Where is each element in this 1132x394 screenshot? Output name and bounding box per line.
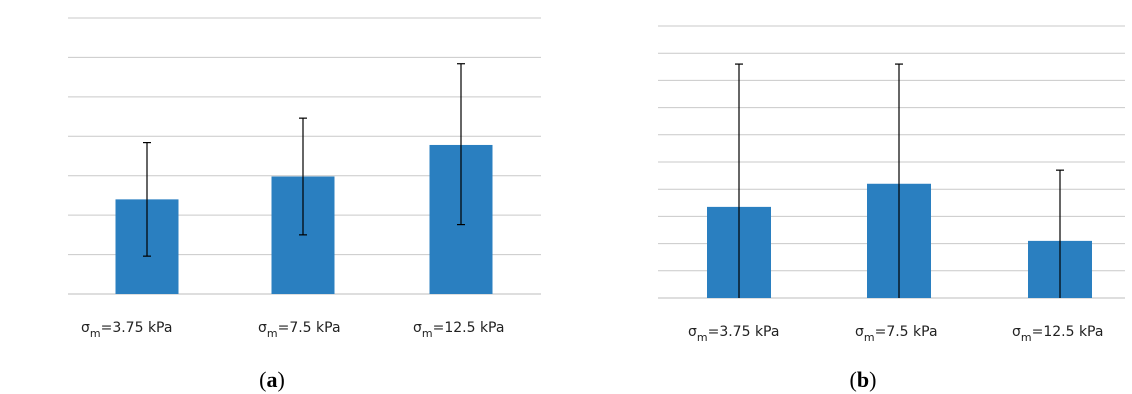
chart-panel-b: σm=3.75 kPa σm=7.5 kPa σm=12.5 kPa(b): [658, 25, 1125, 392]
panel-label: (a): [259, 367, 285, 392]
panel-label-letter: b: [857, 367, 869, 392]
category-text: =12.5 kPa: [433, 320, 505, 336]
x-category-label: σm=12.5 kPa: [413, 320, 504, 340]
panel-label-letter: a: [267, 367, 278, 392]
category-subscript: m: [864, 331, 875, 344]
category-symbol: σ: [413, 320, 422, 336]
category-symbol: σ: [1012, 324, 1021, 340]
panel-label-close: ): [278, 367, 285, 392]
category-subscript: m: [422, 327, 433, 340]
chart-panel-a: σm=3.75 kPa σm=7.5 kPa σm=12.5 kPa(a): [68, 17, 541, 392]
category-text: =3.75 kPa: [708, 324, 780, 340]
panel-label-open: (: [259, 367, 266, 392]
category-subscript: m: [267, 327, 278, 340]
category-symbol: σ: [81, 320, 90, 336]
category-symbol: σ: [258, 320, 267, 336]
x-category-label: σm=3.75 kPa: [688, 324, 779, 344]
category-text: =12.5 kPa: [1032, 324, 1104, 340]
category-text: =3.75 kPa: [101, 320, 173, 336]
x-category-label: σm=7.5 kPa: [855, 324, 938, 344]
panel-label-open: (: [850, 367, 857, 392]
category-subscript: m: [697, 331, 708, 344]
category-symbol: σ: [688, 324, 697, 340]
category-text: =7.5 kPa: [278, 320, 341, 336]
category-subscript: m: [90, 327, 101, 340]
category-text: =7.5 kPa: [875, 324, 938, 340]
panel-label: (b): [850, 367, 877, 392]
category-subscript: m: [1021, 331, 1032, 344]
x-category-label: σm=3.75 kPa: [81, 320, 172, 340]
x-category-label: σm=12.5 kPa: [1012, 324, 1103, 344]
panel-label-close: ): [869, 367, 876, 392]
x-category-label: σm=7.5 kPa: [258, 320, 341, 340]
category-symbol: σ: [855, 324, 864, 340]
